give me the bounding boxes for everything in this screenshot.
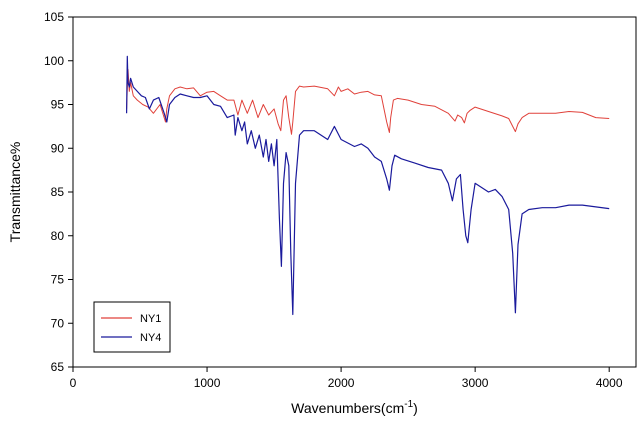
legend: NY1 NY4	[93, 301, 171, 353]
y-tick-label-65: 65	[51, 360, 65, 374]
y-tick-label-90: 90	[51, 141, 65, 155]
x-axis-title: Wavenumbers(cm-1)	[291, 399, 418, 416]
y-axis-title: Transmittance%	[7, 142, 23, 243]
y-tick-label-80: 80	[51, 229, 65, 243]
x-tick-label-1000: 1000	[194, 376, 221, 390]
legend-box	[93, 301, 171, 353]
x-tick-label-4000: 4000	[596, 376, 623, 390]
y-tick-label-105: 105	[44, 10, 64, 24]
y-tick-label-95: 95	[51, 98, 65, 112]
legend-label-ny4: NY4	[140, 332, 161, 344]
y-tick-label-70: 70	[51, 316, 65, 330]
x-tick-label-3000: 3000	[462, 376, 489, 390]
x-tick-label-0: 0	[70, 376, 77, 390]
x-tick-label-2000: 2000	[328, 376, 355, 390]
series-line-ny4	[126, 55, 610, 316]
series-line-ny1	[126, 69, 610, 135]
y-tick-label-85: 85	[51, 185, 65, 199]
y-tick-label-100: 100	[44, 54, 64, 68]
axes: 0 1000 2000 3000 4000 65 70 75 80 85 90 95 100 105 Wav…	[7, 10, 637, 416]
series-layer	[126, 55, 610, 316]
legend-label-ny1: NY1	[140, 313, 161, 325]
y-tick-label-75: 75	[51, 273, 65, 287]
